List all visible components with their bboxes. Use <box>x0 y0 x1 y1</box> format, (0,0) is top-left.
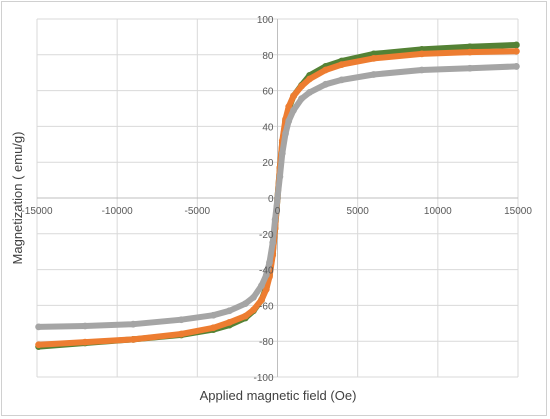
data-point <box>262 285 270 293</box>
y-tick-label: 100 <box>257 15 274 26</box>
x-tick-labels: -15000 -10000 -5000 0 5000 10000 15000 <box>21 206 532 217</box>
data-point <box>322 66 329 74</box>
data-point <box>226 319 233 326</box>
data-point <box>285 117 293 125</box>
y-tick-label: 0 <box>268 194 274 205</box>
data-point <box>278 149 286 157</box>
y-tick-label: -100 <box>253 373 273 384</box>
data-point <box>258 296 265 304</box>
x-tick-label: 5000 <box>347 206 370 217</box>
data-point <box>512 47 520 55</box>
y-tick-label: -80 <box>259 337 274 348</box>
data-point <box>250 306 257 314</box>
data-point <box>81 322 89 330</box>
data-point <box>370 71 378 78</box>
data-point <box>35 323 43 331</box>
data-point <box>129 336 137 343</box>
y-tick-labels: -100 -80 -60 -40 -20 0 20 40 60 80 100 <box>253 15 273 384</box>
x-tick-label: 10000 <box>424 206 452 217</box>
data-point <box>290 92 297 100</box>
data-point <box>290 106 297 114</box>
data-point <box>242 312 249 320</box>
data-point <box>298 82 305 90</box>
data-point <box>338 61 346 69</box>
y-axis-title: Magnetization ( emu/g) <box>10 132 25 265</box>
data-point <box>370 54 378 62</box>
y-tick-label: 80 <box>262 51 274 62</box>
data-point <box>262 271 270 279</box>
data-point <box>274 194 281 202</box>
data-point <box>266 259 273 266</box>
series-3 <box>35 63 520 331</box>
data-point <box>306 75 313 83</box>
x-tick-label: 0 <box>275 206 281 217</box>
data-point <box>282 130 289 137</box>
data-point <box>209 324 217 332</box>
data-point <box>81 338 89 346</box>
data-point <box>322 80 329 88</box>
y-tick-label: 40 <box>262 122 274 133</box>
data-point <box>298 95 305 103</box>
data-point <box>466 43 474 51</box>
x-axis-title: Applied magnetic field (Oe) <box>200 388 357 403</box>
y-tick-label: -20 <box>259 230 274 241</box>
data-point <box>226 307 233 315</box>
data-point <box>418 50 426 58</box>
data-point <box>285 103 293 111</box>
y-tick-label: 20 <box>262 158 274 169</box>
data-point <box>338 76 346 84</box>
data-point <box>271 216 279 223</box>
x-tick-label: -15000 <box>21 206 53 217</box>
y-tick-label: 60 <box>262 87 274 98</box>
x-tick-label: -5000 <box>185 206 211 217</box>
data-point <box>466 48 474 56</box>
x-tick-label: 15000 <box>504 206 532 217</box>
data-point <box>466 64 474 72</box>
data-point <box>512 41 520 49</box>
data-point <box>276 173 284 180</box>
data-point <box>418 66 426 74</box>
data-point <box>35 341 43 349</box>
x-tick-label: -10000 <box>102 206 134 217</box>
data-point <box>177 330 185 338</box>
y-tick-label: -60 <box>259 301 274 312</box>
data-point <box>269 239 277 247</box>
data-point <box>250 293 257 301</box>
data-series <box>35 41 520 350</box>
data-point <box>129 320 137 328</box>
data-point <box>209 311 217 319</box>
y-tick-label: -40 <box>259 266 274 277</box>
data-point <box>512 63 520 70</box>
data-point <box>242 300 249 308</box>
data-point <box>306 88 313 96</box>
data-point <box>258 282 265 290</box>
data-point <box>177 316 185 324</box>
